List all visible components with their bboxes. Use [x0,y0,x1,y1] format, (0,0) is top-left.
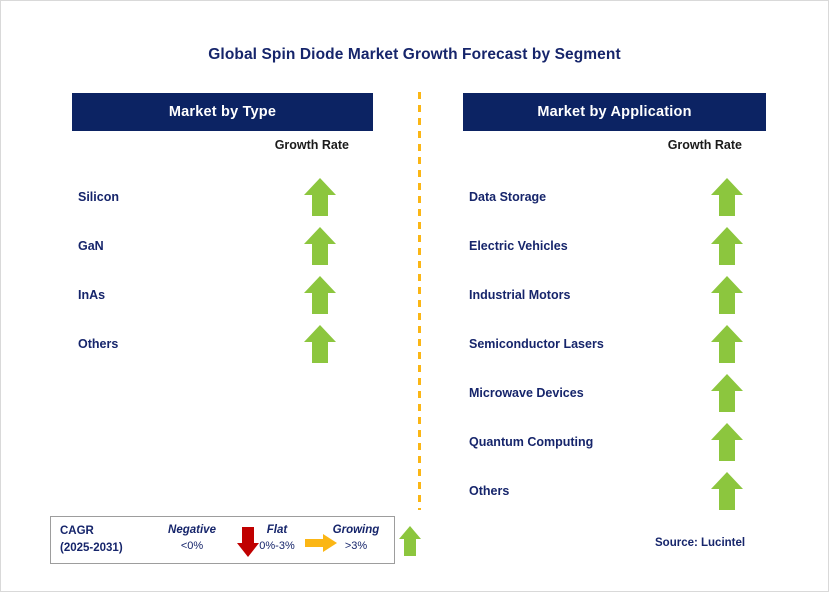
legend-growing-word: Growing [332,524,380,536]
list-item: Quantum Computing [463,417,766,466]
list-item: InAs [72,270,373,319]
cagr-title: CAGR [60,525,94,537]
down-arrow-icon [236,526,260,558]
right-arrow-icon [304,533,338,553]
panel-header-type: Market by Type [72,93,373,131]
list-item: Microwave Devices [463,368,766,417]
up-arrow-icon [303,226,337,266]
legend-flat-word: Flat [266,524,288,536]
segment-label: Electric Vehicles [469,238,568,253]
legend-negative-word: Negative [168,524,216,536]
list-item: Silicon [72,172,373,221]
legend-flat-range: 0%-3% [259,540,295,552]
legend-growing-range: >3% [344,540,368,552]
panel-header-type-label: Market by Type [168,104,277,120]
growth-rate-label-right: Growth Rate [667,138,742,152]
list-item: Others [72,319,373,368]
up-arrow-icon [398,525,422,557]
up-arrow-icon [710,471,744,511]
rows-market-by-type: Silicon GaN InAs Oth [72,172,373,368]
up-arrow-icon [710,226,744,266]
segment-label: Silicon [78,189,119,204]
up-arrow-icon [303,177,337,217]
up-arrow-icon [303,275,337,315]
segment-label: GaN [78,238,104,253]
list-item: Others [463,466,766,515]
panel-header-application: Market by Application [463,93,766,131]
up-arrow-icon [710,324,744,364]
up-arrow-icon [710,275,744,315]
list-item: Electric Vehicles [463,221,766,270]
panel-market-by-application: Market by Application Growth Rate Data S… [463,93,766,510]
legend-item-growing: Growing >3% [319,522,393,555]
segment-label: Industrial Motors [469,287,571,302]
page-title: Global Spin Diode Market Growth Forecast… [208,46,621,63]
segment-label: Quantum Computing [469,434,594,449]
list-item: Semiconductor Lasers [463,319,766,368]
segment-label: Others [78,336,119,351]
rows-market-by-application: Data Storage Electric Vehicles Industria… [463,172,766,515]
segment-label: Data Storage [469,189,547,204]
legend-negative-range: <0% [180,540,204,552]
up-arrow-icon [710,373,744,413]
segment-label: Others [469,483,510,498]
up-arrow-icon [303,324,337,364]
legend-item-negative: Negative <0% [155,522,229,555]
panel-market-by-type: Market by Type Growth Rate Silicon GaN I… [72,93,373,363]
vertical-dashed-divider [418,92,421,510]
source-attribution: Source: Lucintel [655,537,746,549]
list-item: GaN [72,221,373,270]
cagr-legend: CAGR (2025-2031) Negative <0% Flat 0%-3%… [50,516,421,564]
segment-label: InAs [78,287,106,302]
segment-label: Semiconductor Lasers [469,336,604,351]
segment-label: Microwave Devices [469,385,584,400]
cagr-period: (2025-2031) [60,542,123,554]
legend-item-flat: Flat 0%-3% [240,522,314,555]
cagr-block: CAGR (2025-2031) [60,523,123,557]
list-item: Data Storage [463,172,766,221]
list-item: Industrial Motors [463,270,766,319]
panel-header-application-label: Market by Application [537,104,692,120]
up-arrow-icon [710,422,744,462]
growth-rate-label-left: Growth Rate [274,138,349,152]
up-arrow-icon [710,177,744,217]
